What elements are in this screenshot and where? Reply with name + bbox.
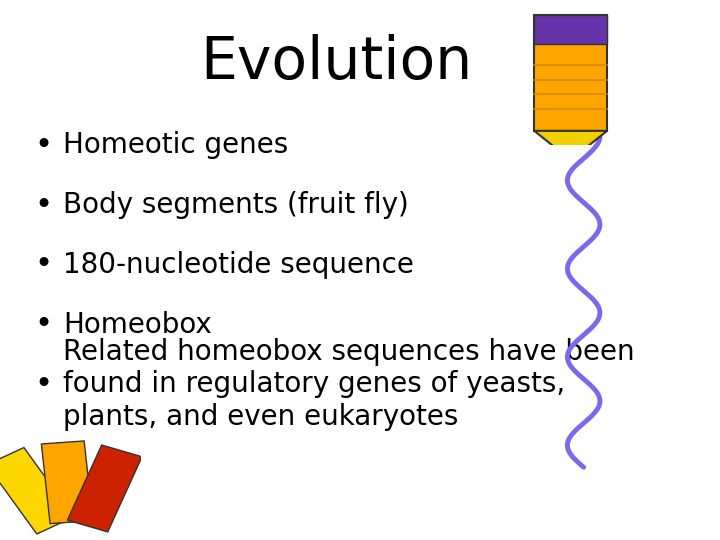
Text: •: • [35,310,53,339]
Text: Homeobox: Homeobox [63,310,212,339]
Text: 180-nucleotide sequence: 180-nucleotide sequence [63,251,414,279]
Text: Homeotic genes: Homeotic genes [63,131,289,159]
Text: Related homeobox sequences have been
found in regulatory genes of yeasts,
plants: Related homeobox sequences have been fou… [63,338,635,430]
Text: Evolution: Evolution [200,34,472,91]
Text: •: • [35,131,53,160]
Text: •: • [35,191,53,220]
Text: •: • [35,251,53,279]
Text: Body segments (fruit fly): Body segments (fruit fly) [63,191,409,219]
Text: •: • [35,370,53,399]
